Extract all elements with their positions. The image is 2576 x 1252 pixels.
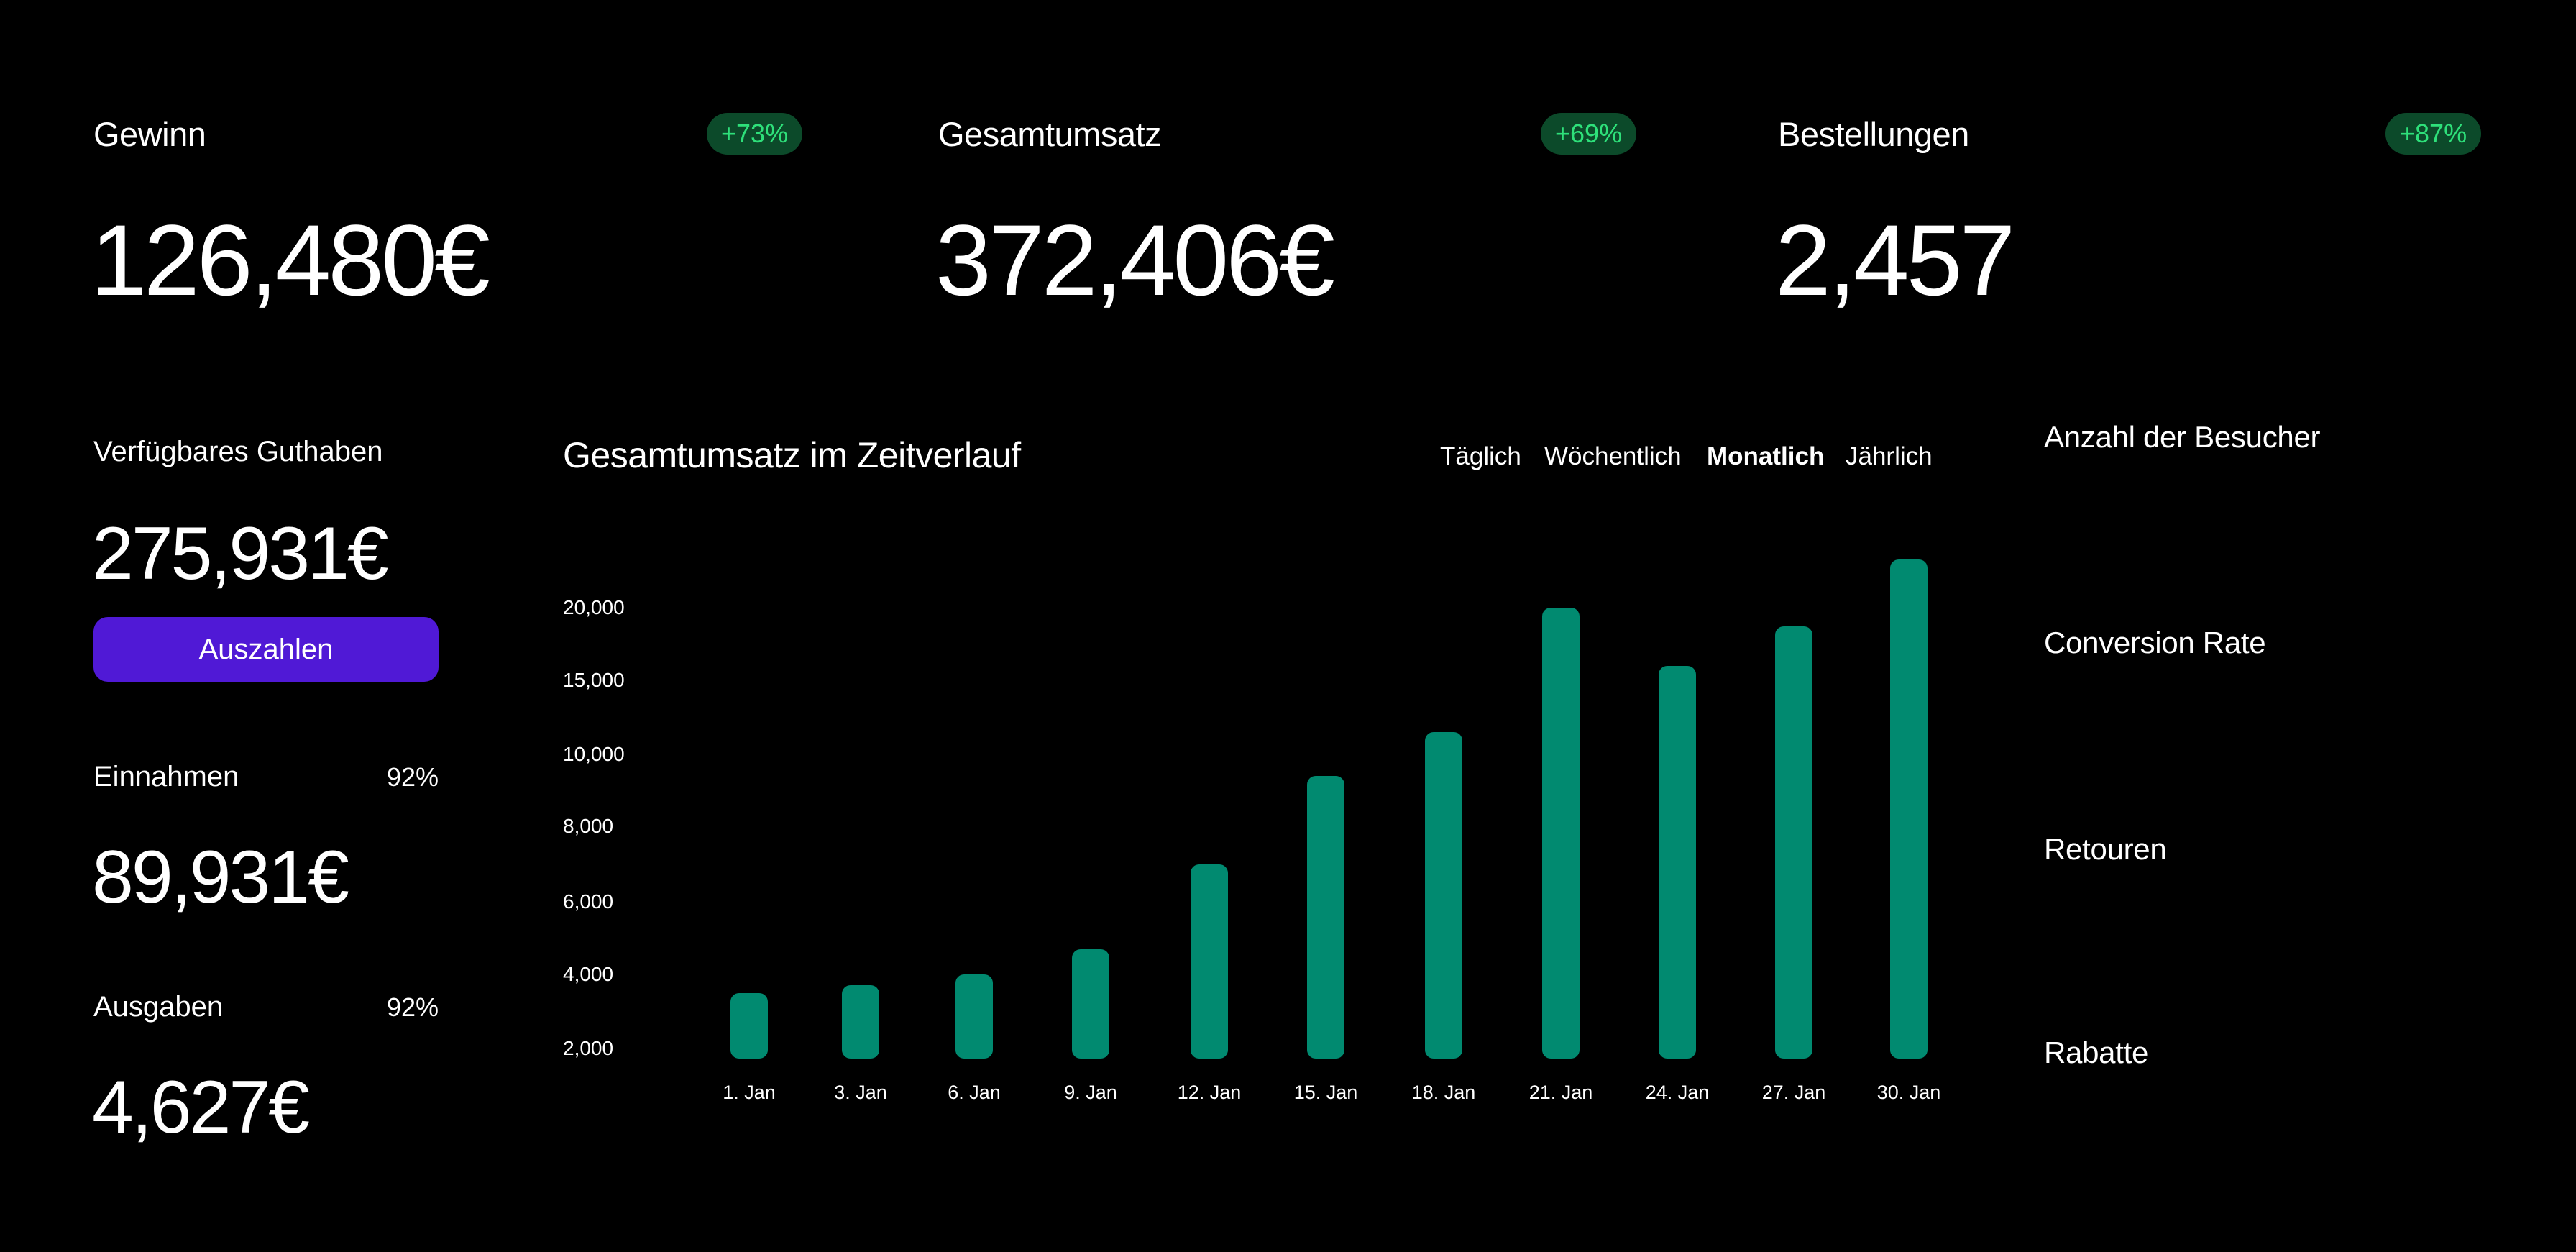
x-tick: 6. Jan [948, 1082, 1001, 1103]
balance-label: Verfügbares Guthaben [93, 436, 383, 467]
side-metric-conversion-rate: Conversion Rate [2044, 626, 2266, 659]
chart-bar[interactable] [1542, 608, 1580, 1059]
x-tick: 30. Jan [1876, 1082, 1941, 1103]
kpi-revenue-badge-text: +69% [1555, 119, 1623, 148]
x-tick: 24. Jan [1645, 1082, 1710, 1103]
kpi-orders-badge-text: +87% [2400, 119, 2467, 148]
kpi-profit-badge: +73% [707, 113, 803, 155]
chart-bar[interactable] [1307, 776, 1344, 1059]
chart-bar[interactable] [1890, 559, 1928, 1059]
kpi-profit-badge-text: +73% [721, 119, 789, 148]
x-tick: 27. Jan [1761, 1082, 1826, 1103]
y-tick: 4,000 [563, 963, 614, 985]
x-tick: 18. Jan [1411, 1082, 1476, 1103]
y-tick: 2,000 [563, 1037, 614, 1059]
y-tick: 10,000 [563, 743, 625, 765]
y-tick: 15,000 [563, 669, 625, 691]
chart-bar[interactable] [1425, 732, 1462, 1059]
tab-daily[interactable]: Täglich [1440, 442, 1521, 470]
chart-bar[interactable] [842, 985, 879, 1059]
x-tick: 12. Jan [1177, 1082, 1242, 1103]
y-tick: 6,000 [563, 890, 614, 913]
chart-bar[interactable] [1775, 626, 1812, 1059]
x-tick: 9. Jan [1064, 1082, 1117, 1103]
y-tick: 8,000 [563, 815, 614, 837]
x-tick: 21. Jan [1528, 1082, 1593, 1103]
chart-bar[interactable] [1191, 864, 1228, 1059]
kpi-orders-value: 2,457 [1775, 204, 2015, 316]
tab-monthly[interactable]: Monatlich [1707, 442, 1825, 470]
chart-bar[interactable] [1072, 949, 1109, 1059]
kpi-revenue-label: Gesamtumsatz [938, 115, 1162, 153]
tab-weekly[interactable]: Wöchentlich [1544, 442, 1682, 470]
income-percent: 92% [387, 762, 439, 792]
side-metric-discounts: Rabatte [2044, 1036, 2149, 1069]
kpi-profit-label: Gewinn [93, 115, 206, 153]
x-tick: 15. Jan [1293, 1082, 1358, 1103]
kpi-revenue-badge: +69% [1541, 113, 1637, 155]
kpi-orders-label: Bestellungen [1778, 115, 1969, 153]
side-metric-returns: Retouren [2044, 832, 2167, 866]
income-label: Einnahmen [93, 761, 239, 792]
kpi-orders-badge: +87% [2385, 113, 2482, 155]
payout-button[interactable]: Auszahlen [93, 617, 439, 682]
balance-value: 275,931€ [92, 512, 389, 595]
chart-bar[interactable] [1659, 665, 1696, 1059]
y-tick: 20,000 [563, 596, 625, 618]
kpi-profit-value: 126,480€ [91, 204, 490, 316]
chart-bar[interactable] [730, 992, 768, 1059]
expenses-percent: 92% [387, 992, 439, 1022]
x-tick: 1. Jan [723, 1082, 776, 1103]
expenses-value: 4,627€ [92, 1066, 310, 1149]
side-metric-visitors: Anzahl der Besucher [2044, 420, 2321, 454]
expenses-label: Ausgaben [93, 991, 224, 1023]
chart-bar[interactable] [955, 974, 993, 1059]
tab-yearly[interactable]: Jährlich [1846, 442, 1933, 470]
kpi-revenue-value: 372,406€ [935, 204, 1335, 316]
chart-title: Gesamtumsatz im Zeitverlauf [563, 435, 1021, 475]
income-value: 89,931€ [92, 836, 349, 919]
x-tick: 3. Jan [834, 1082, 887, 1103]
